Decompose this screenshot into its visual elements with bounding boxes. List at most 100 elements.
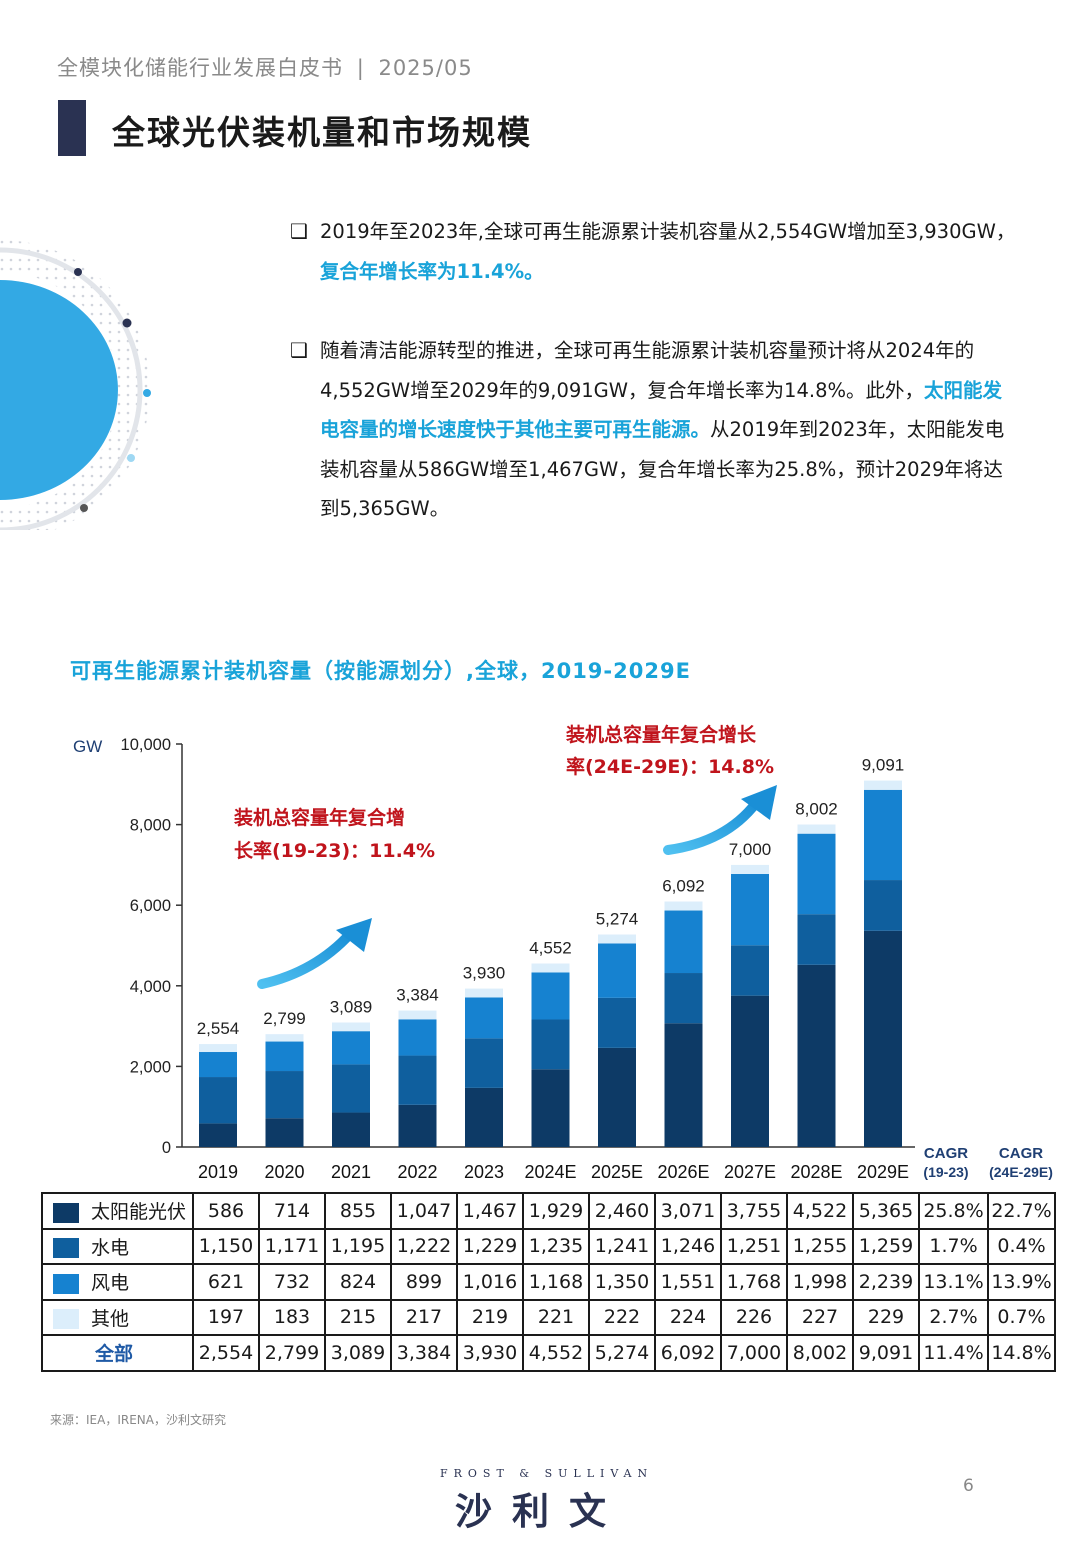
legend-swatch — [53, 1238, 79, 1259]
table-series-label: 太阳能光伏 — [41, 1192, 194, 1230]
table-cell: 1,929 — [522, 1192, 590, 1230]
table-cell: 217 — [390, 1298, 458, 1336]
checkbox-icon: ❑ — [290, 338, 308, 362]
bar-segment — [598, 934, 636, 944]
bar-segment — [265, 1041, 304, 1072]
table-cell: 3,384 — [390, 1334, 458, 1372]
bar-total-label: 3,930 — [463, 964, 506, 983]
cagr-annotation-2-line1: 装机总容量年复合增长 — [565, 723, 757, 746]
decorative-circle-graphic — [0, 240, 151, 530]
table-cell: 1,016 — [456, 1263, 524, 1301]
table-cell: 1,246 — [654, 1227, 722, 1265]
cagr-header-2-line2: (24E-29E) — [989, 1164, 1053, 1180]
table-cell: 222 — [588, 1298, 656, 1336]
bar-segment — [664, 901, 703, 911]
table-cell: 215 — [324, 1298, 392, 1336]
table-cell: 1,551 — [654, 1263, 722, 1301]
table-series-label: 风电 — [41, 1263, 194, 1301]
series-name: 水电 — [91, 1236, 130, 1259]
bar-segment — [531, 1019, 570, 1070]
bar-total-label: 3,089 — [330, 998, 373, 1017]
chart-title: 可再生能源累计装机容量（按能源划分）,全球，2019-2029E — [70, 659, 691, 683]
bar-segment — [664, 910, 703, 974]
x-category-label: 2022 — [397, 1162, 437, 1182]
bar-total-label: 8,002 — [795, 800, 838, 819]
bar-segment — [864, 880, 902, 931]
cagr-header-2-line1: CAGR — [999, 1145, 1043, 1162]
table-cagr-cell: 0.4% — [987, 1227, 1056, 1265]
table-series-label: 其他 — [41, 1298, 194, 1336]
bullet-item: ❑ 随着清洁能源转型的推进，全球可再生能源累计装机容量预计将从2024年的4,5… — [290, 331, 1020, 529]
table-cell: 1,350 — [588, 1263, 656, 1301]
table-cell: 8,002 — [786, 1334, 854, 1372]
y-tick-label: 0 — [162, 1139, 171, 1157]
bar-segment — [332, 1112, 370, 1147]
table-series-label: 水电 — [41, 1227, 194, 1265]
x-category-label: 2025E — [591, 1162, 643, 1182]
legend-swatch — [53, 1309, 79, 1330]
x-category-label: 2029E — [857, 1162, 909, 1182]
bar-segment — [465, 997, 503, 1039]
y-axis-unit-label: GW — [73, 737, 102, 756]
table-cell: 586 — [192, 1192, 260, 1230]
legend-swatch — [53, 1202, 79, 1223]
bar-total-label: 7,000 — [729, 840, 772, 859]
table-row: 水电 1,150 1,171 1,195 1,222 1,229 1,235 1,241 1,2… — [41, 1227, 1056, 1265]
table-cell: 1,235 — [522, 1227, 590, 1265]
bar-segment — [199, 1123, 237, 1147]
x-category-label: 2026E — [657, 1162, 709, 1182]
table-cell: 3,930 — [456, 1334, 524, 1372]
bar-segment — [797, 824, 836, 834]
x-category-label: 2028E — [790, 1162, 842, 1182]
table-cell: 621 — [192, 1263, 260, 1301]
series-name: 其他 — [91, 1307, 130, 1330]
ring-dot-4 — [127, 454, 135, 462]
bar-segment — [199, 1077, 237, 1124]
bar-segment — [531, 972, 570, 1020]
bar-segment — [265, 1118, 304, 1147]
bar-segment — [797, 914, 836, 965]
table-cell: 229 — [852, 1298, 920, 1336]
table-cell: 1,255 — [786, 1227, 854, 1265]
bar-segment — [598, 1047, 636, 1147]
bar-segment — [465, 1038, 503, 1088]
x-category-label: 2027E — [724, 1162, 776, 1182]
bar-segment — [398, 1104, 437, 1147]
bar-segment — [664, 973, 703, 1024]
bar-segment — [797, 833, 836, 915]
table-cell: 197 — [192, 1298, 260, 1336]
bar-segment — [465, 988, 503, 998]
table-cell: 2,799 — [258, 1334, 326, 1372]
table-cell: 183 — [258, 1298, 326, 1336]
x-category-label: 2021 — [331, 1162, 371, 1182]
table-cell: 2,239 — [852, 1263, 920, 1301]
table-cell: 6,092 — [654, 1334, 722, 1372]
ring-dot-2 — [122, 318, 132, 328]
ring-dot-1 — [74, 268, 82, 276]
table-cagr-cell: 14.8% — [987, 1334, 1056, 1372]
bar-segment — [731, 864, 769, 875]
source-note: 来源：IEA，IRENA，沙利文研究 — [50, 1413, 226, 1427]
cagr-annotation-1-line1: 装机总容量年复合增 — [233, 806, 405, 829]
bar-segment — [664, 1023, 703, 1147]
table-cagr-cell: 13.1% — [918, 1263, 989, 1301]
table-cell: 1,251 — [720, 1227, 788, 1265]
bullet-text: 2019年至2023年,全球可再生能源累计装机容量从2,554GW增加至3,93… — [320, 220, 1016, 283]
table-cell: 1,229 — [456, 1227, 524, 1265]
table-cell: 1,171 — [258, 1227, 326, 1265]
table-cell: 2,554 — [192, 1334, 260, 1372]
x-category-label: 2023 — [464, 1162, 504, 1182]
table-cell: 3,089 — [324, 1334, 392, 1372]
table-total-label: 全部 — [41, 1334, 194, 1372]
series-name: 风电 — [91, 1272, 130, 1295]
y-tick-label: 6,000 — [130, 897, 171, 915]
bar-segment — [332, 1031, 370, 1065]
table-cell: 4,522 — [786, 1192, 854, 1230]
table-cell: 219 — [456, 1298, 524, 1336]
y-tick-label: 8,000 — [130, 817, 171, 835]
bar-segment — [398, 1055, 437, 1105]
bullet-text: 随着清洁能源转型的推进，全球可再生能源累计装机容量预计将从2024年的4,552… — [320, 339, 1005, 520]
bar-segment — [332, 1064, 370, 1113]
table-cell: 899 — [390, 1263, 458, 1301]
document-header: 全模块化储能行业发展白皮书 | 2025/05 — [57, 52, 473, 82]
